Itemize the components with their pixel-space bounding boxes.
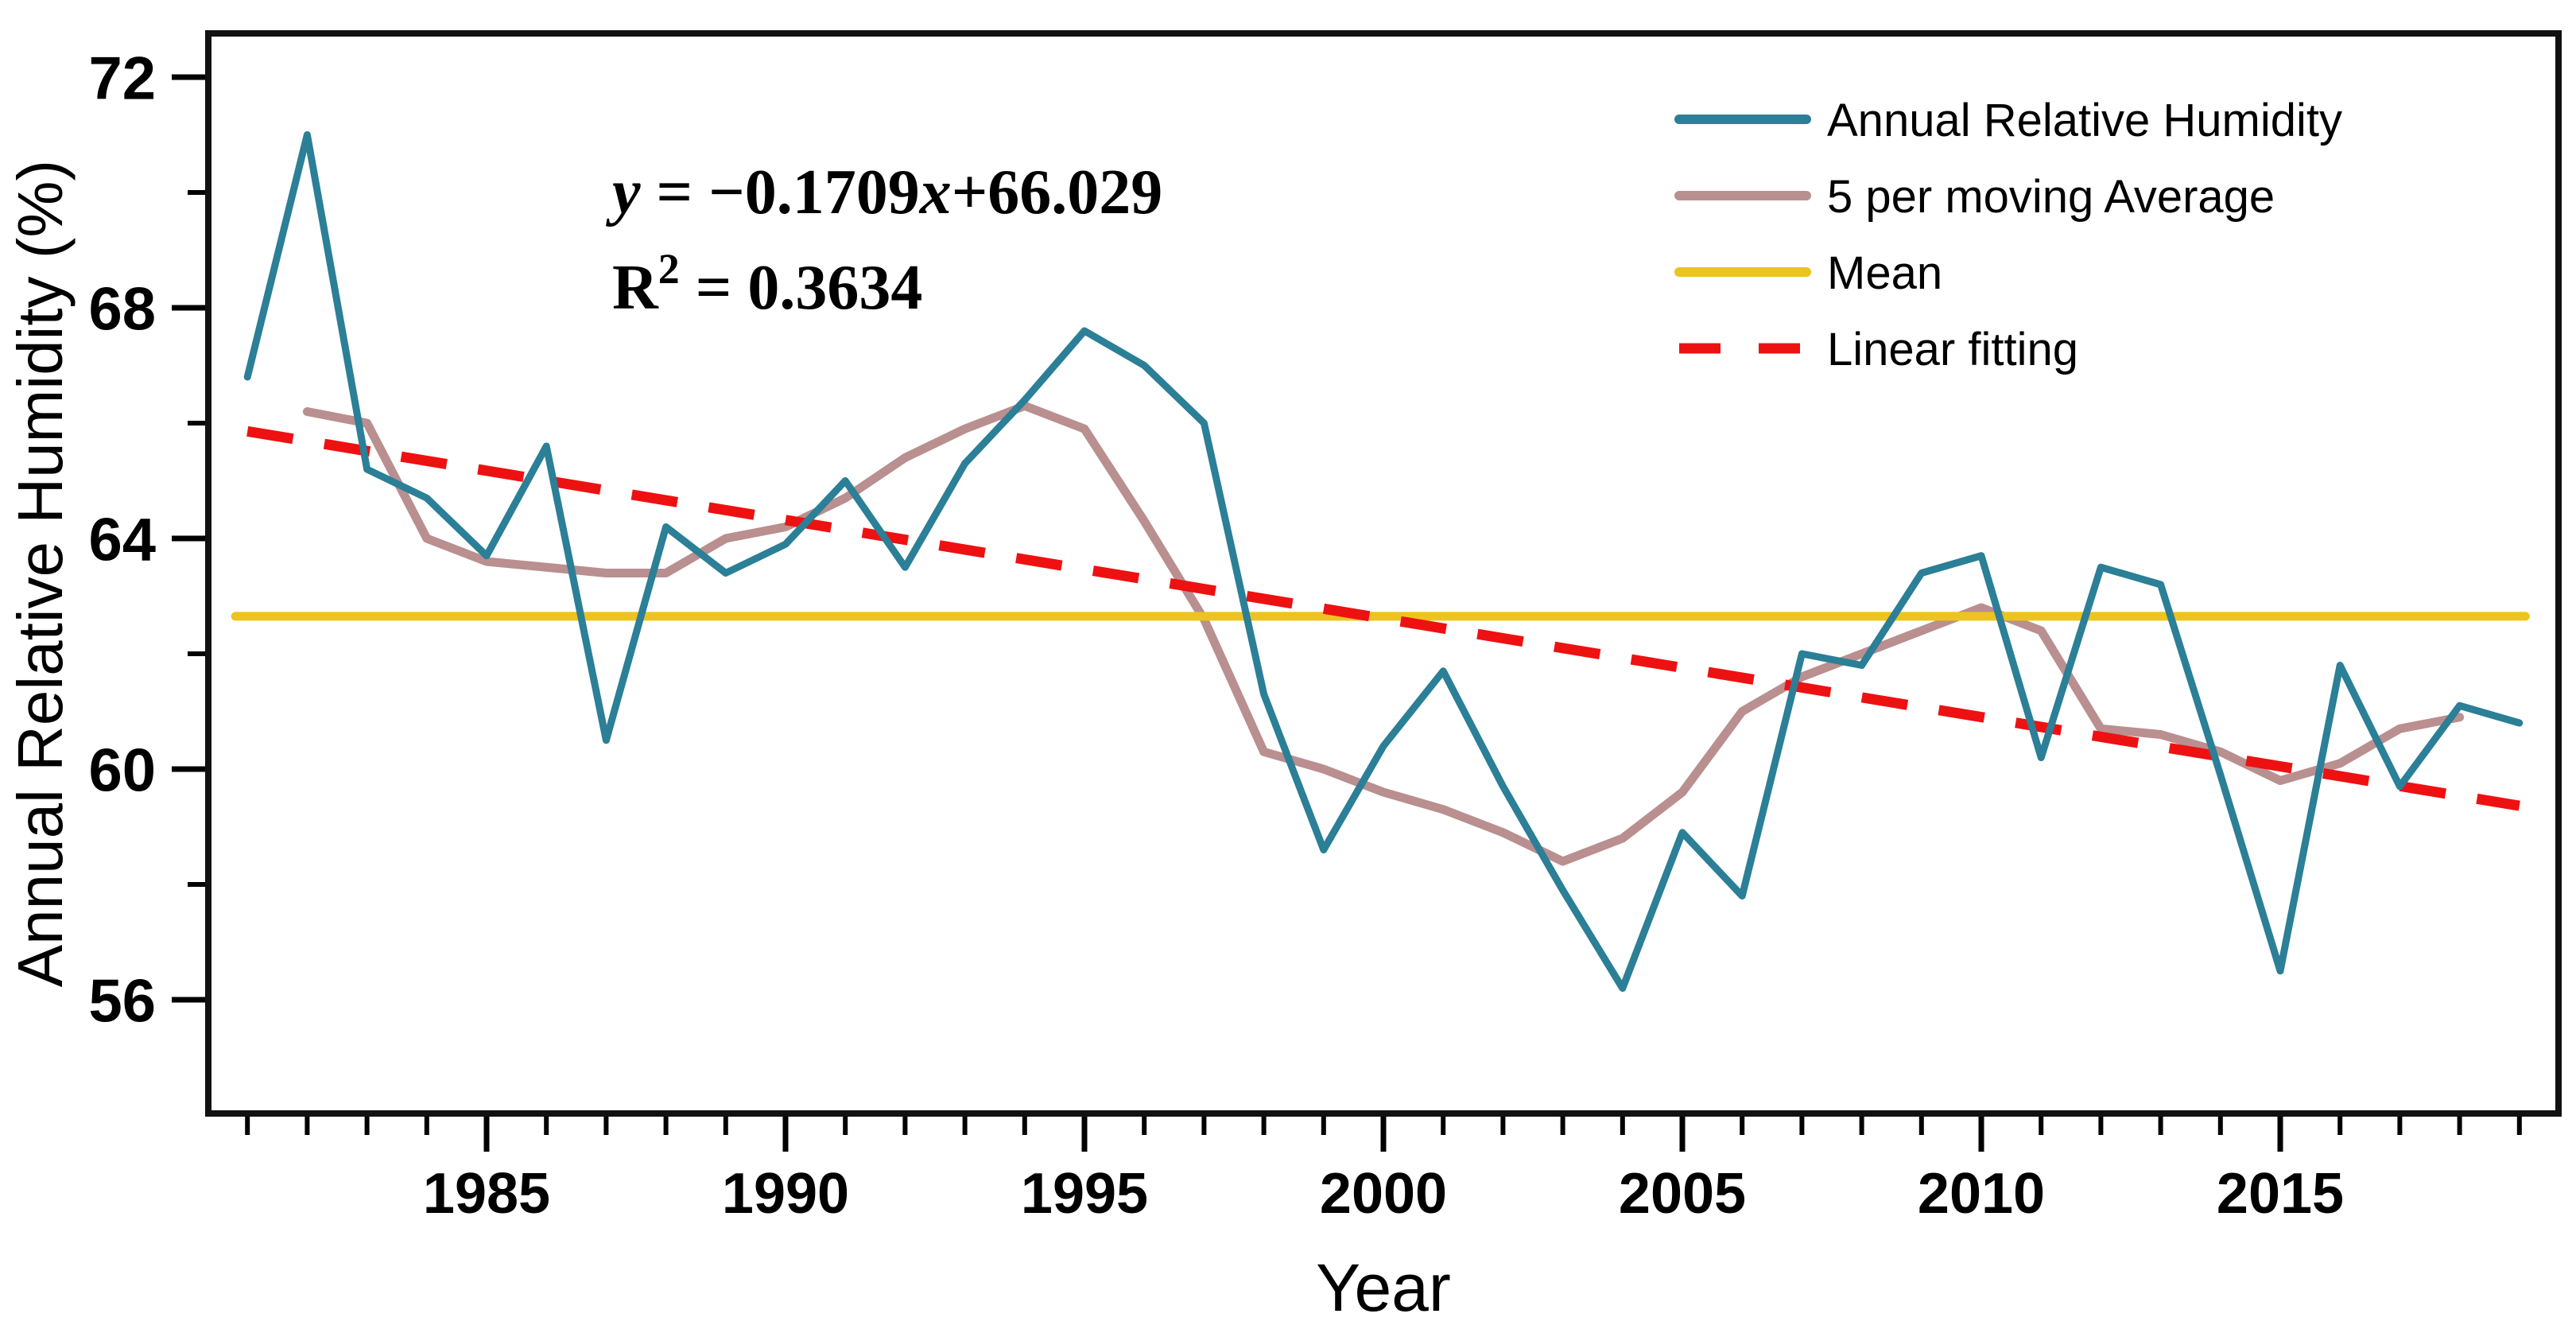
- annual-humidity-line: [243, 131, 2524, 992]
- y-tick-label: 72: [88, 45, 156, 112]
- x-tick-label: 2015: [2217, 1162, 2344, 1226]
- y-tick-label: 56: [88, 967, 156, 1035]
- plot-frame: [205, 30, 2562, 1117]
- legend-item: Annual Relative Humidity: [1674, 95, 2342, 146]
- r-squared-text: R2 = 0.3634: [612, 245, 922, 323]
- y-tick-label: 64: [88, 506, 156, 573]
- x-axis-title: Year: [1316, 1250, 1451, 1325]
- legend-item: Linear fitting: [1679, 324, 2078, 375]
- legend-label: Annual Relative Humidity: [1827, 95, 2342, 146]
- x-tick-label: 2010: [1918, 1162, 2045, 1226]
- legend-label: Linear fitting: [1827, 324, 2078, 375]
- axis-ticks: 56 60 64 68 72 1985 1990 1995 2000 2005 2010 2015: [88, 45, 2522, 1226]
- legend-label: 5 per moving Average: [1827, 171, 2275, 223]
- x-tick-label: 1990: [722, 1162, 849, 1226]
- axis-labels: Annual Relative Humidity (%) Year: [5, 160, 1451, 1325]
- equation-annotation: y = −0.1709x+66.029 R2 = 0.3634: [605, 157, 1162, 323]
- legend-label: Mean: [1827, 247, 1942, 299]
- x-tick-label: 1995: [1021, 1162, 1148, 1226]
- x-tick-label: 2005: [1619, 1162, 1746, 1226]
- x-tick-label: 2000: [1320, 1162, 1447, 1226]
- fit-equation-text: y = −0.1709x+66.029: [605, 157, 1162, 227]
- legend-item: 5 per moving Average: [1674, 171, 2275, 223]
- series-lines: [231, 131, 2530, 992]
- y-axis-title: Annual Relative Humidity (%): [5, 160, 76, 987]
- y-tick-label: 60: [88, 736, 156, 804]
- moving-average-line: [302, 401, 2465, 866]
- y-tick-label: 68: [88, 275, 156, 343]
- legend-item: Mean: [1674, 247, 1942, 299]
- legend: Annual Relative Humidity 5 per moving Ave…: [1674, 95, 2342, 375]
- plot-frame-rect: [205, 30, 2562, 1117]
- x-tick-label: 1985: [423, 1162, 550, 1226]
